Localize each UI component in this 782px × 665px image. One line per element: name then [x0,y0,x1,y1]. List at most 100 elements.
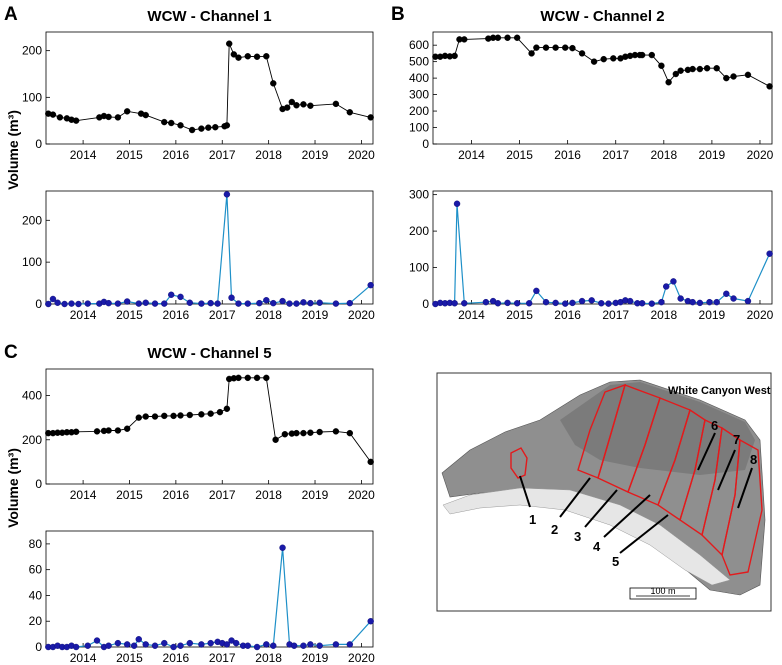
data-point [244,300,251,307]
data-point [207,639,214,647]
data-point [677,295,684,302]
data-point [93,637,101,644]
x-tick-label: 2019 [302,308,329,322]
x-tick-label: 2016 [163,308,190,322]
data-point [689,298,696,306]
data-point [569,44,576,52]
data-point [72,428,80,436]
data-point [293,102,300,109]
data-point [766,250,773,257]
data-point [588,297,595,304]
map-label-2: 2 [551,522,558,537]
map-arrow-2 [559,477,591,518]
data-point [54,299,61,306]
data-point [135,414,142,421]
x-tick-label: 2016 [163,651,190,665]
x-tick-label: 2018 [650,148,677,162]
data-point [279,544,286,551]
data-point [316,299,323,306]
data-point [151,300,159,307]
data-point [263,374,270,382]
map-arrow-1 [519,475,531,508]
panel-letter-a: A [4,4,18,25]
y-axis-label-panel-a: Volume (m³) [5,110,21,190]
x-tick-label: 2014 [458,308,485,322]
data-point [533,287,540,295]
data-point [114,300,122,307]
data-point [232,639,240,647]
data-point [253,53,261,60]
x-tick-label: 2018 [255,148,282,162]
y-tick-label: 0 [35,640,42,654]
data-point [562,300,569,307]
data-point [161,118,168,126]
data-point [696,299,704,307]
map-label-7: 7 [733,432,740,447]
map-label-5: 5 [612,554,619,569]
x-tick-label: 2019 [302,148,329,162]
data-point [451,52,458,60]
panel-letter-c: C [4,342,18,363]
data-point [135,636,142,643]
data-point [307,641,314,648]
data-point [170,643,177,651]
data-point [72,643,80,651]
data-point [482,298,490,306]
y-tick-label: 100 [409,121,429,135]
x-tick-label: 2020 [348,148,375,162]
data-point [281,431,289,438]
data-point [461,300,468,307]
x-tick-label: 2014 [458,148,485,162]
data-point [186,411,193,419]
data-point [72,117,80,124]
data-point [346,429,354,437]
data-point [533,44,540,51]
data-point [307,429,314,436]
data-point [114,114,122,121]
data-point [235,374,242,382]
data-point [212,123,219,131]
data-point [307,299,314,307]
data-point [84,642,91,649]
data-point [130,642,138,649]
data-point [346,109,354,116]
data-point [75,300,82,308]
data-point [135,300,142,307]
y-tick-label: 400 [409,71,429,85]
data-point [228,294,235,301]
data-point [367,458,374,466]
x-tick-label: 2014 [70,148,97,162]
data-point [270,642,277,649]
chart-b-top: WCW - Channel 2 2014 2015 2016 2017 2018 2019 2… [409,8,774,162]
data-point [626,297,634,305]
y-tick-label: 0 [422,297,429,311]
y-tick-label: 0 [35,477,42,491]
x-tick-label: 2015 [506,308,533,322]
data-point [542,44,550,51]
data-point [451,300,458,307]
data-point [610,55,617,62]
chart-c-bottom: 2014 2015 2016 2017 2018 2019 2020 0 20 40 60 80 [29,530,375,665]
map-arrow-8 [737,467,753,509]
map-scale-label: 100 m [650,586,675,596]
x-tick-label: 2014 [70,308,97,322]
data-point [235,54,242,61]
data-point [198,300,205,307]
data-point [367,114,374,121]
data-point [161,639,168,647]
chart-a-top: WCW - Channel 1 2014 2015 2016 2017 2018 2019 2… [22,8,375,162]
data-point [703,65,711,72]
data-point [513,300,521,307]
data-point [648,300,655,307]
y-tick-label: 300 [409,188,429,202]
data-point [552,44,559,51]
x-tick-label: 2014 [70,651,97,665]
chart-title: WCW - Channel 2 [540,8,664,25]
data-point [677,67,684,74]
x-tick-label: 2018 [650,308,677,322]
map-arrow-3 [584,489,618,528]
data-point [49,111,57,118]
data-point [600,55,607,63]
data-point [186,639,193,647]
data-point [346,299,354,307]
